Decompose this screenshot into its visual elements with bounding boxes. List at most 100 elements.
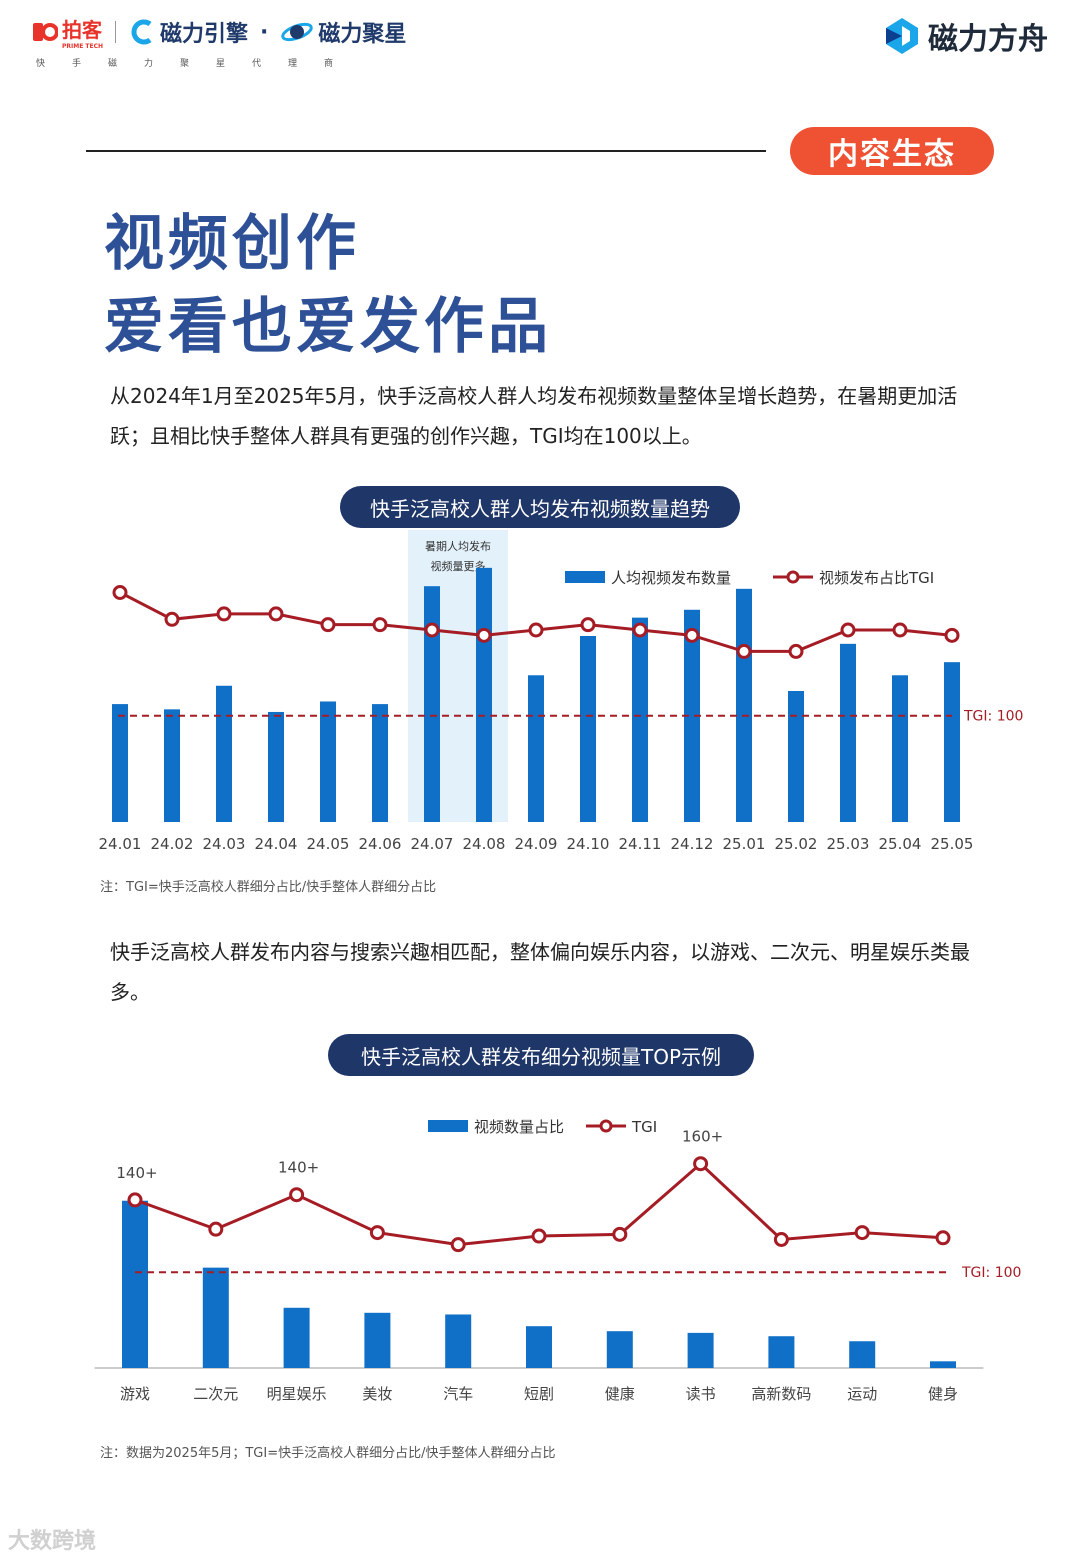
x-tick-label: 读书 [686, 1385, 716, 1403]
title-line-2: 爱看也爱发作品 [104, 292, 552, 362]
legend-bar-label: 人均视频发布数量 [611, 569, 731, 587]
data-label-明星娱乐: 140+ [278, 1159, 319, 1177]
tgi-reference-label: TGI: 100 [961, 1265, 1021, 1281]
bar-24.04 [268, 711, 284, 822]
bar-短剧 [526, 1326, 552, 1368]
x-tick-label: 24.12 [671, 835, 714, 853]
x-tick-label: 25.01 [723, 835, 766, 853]
bar-25.02 [788, 691, 804, 822]
tgi-point-健康 [612, 1226, 628, 1242]
bar-明星娱乐 [283, 1307, 310, 1368]
legend-line-marker [599, 1119, 613, 1133]
legend-line-marker [786, 570, 800, 584]
x-tick-label: 24.09 [515, 835, 558, 853]
tgi-point-游戏 [127, 1192, 143, 1208]
brand-dot: · [260, 19, 269, 45]
x-tick-label: 24.10 [567, 835, 610, 853]
tgi-point-24.08 [476, 627, 492, 643]
x-tick-label: 25.05 [931, 835, 974, 853]
brand-separator [115, 21, 117, 43]
tgi-point-健身 [935, 1230, 951, 1246]
tgi-point-24.05 [320, 617, 336, 633]
bar-健康 [606, 1331, 633, 1368]
engine-logo-icon [131, 19, 152, 45]
paike-logo-text: 拍客 [62, 18, 102, 42]
x-tick-label: 高新数码 [751, 1385, 811, 1403]
section-tag: 内容生态 [790, 127, 994, 175]
tgi-point-高新数码 [773, 1232, 789, 1247]
tgi-point-读书 [693, 1156, 709, 1172]
tgi-reference-label: TGI: 100 [963, 709, 1023, 725]
legend-line-label: 视频发布占比TGI [819, 569, 934, 587]
x-tick-label: 短剧 [524, 1385, 554, 1403]
paike-logo-icon [33, 23, 58, 41]
tgi-point-汽车 [450, 1237, 466, 1253]
brand-engine: 磁力引擎 [128, 16, 248, 48]
bar-运动 [849, 1341, 876, 1368]
highlight-label-1: 暑期人均发布 [425, 539, 491, 553]
legend-bar-swatch [428, 1120, 468, 1132]
x-tick-label: 24.11 [619, 835, 662, 853]
tgi-point-24.03 [216, 606, 232, 622]
x-tick-label: 游戏 [120, 1385, 150, 1403]
bar-24.11 [632, 617, 648, 822]
divider-line [86, 150, 766, 152]
x-tick-label: 24.03 [203, 835, 246, 853]
bar-25.01 [736, 588, 752, 822]
paike-logo: 拍客 PRIME TECH [32, 14, 103, 50]
tgi-point-美妆 [369, 1225, 385, 1241]
x-tick-label: 明星娱乐 [267, 1385, 327, 1403]
data-label-读书: 160+ [682, 1128, 723, 1146]
bar-24.06 [372, 704, 388, 822]
tgi-point-明星娱乐 [289, 1187, 305, 1203]
tgi-point-24.07 [424, 622, 440, 638]
tgi-point-25.01 [736, 643, 752, 659]
bar-25.05 [944, 662, 960, 822]
highlight-band [408, 530, 508, 822]
bar-25.03 [840, 643, 856, 822]
tgi-point-24.06 [372, 617, 388, 633]
tgi-point-24.04 [268, 606, 284, 622]
paragraph-1: 从2024年1月至2025年5月，快手泛高校人群人均发布视频数量整体呈增长趋势，… [110, 384, 958, 448]
note-2: 注：数据为2025年5月；TGI=快手泛高校人群细分占比/快手整体人群细分占比 [100, 1446, 556, 1461]
legend-bar-swatch [565, 571, 605, 583]
brand-row: 拍客 PRIME TECH 磁力引擎 · 磁力聚星 [32, 14, 406, 50]
bar-24.02 [164, 709, 180, 822]
legend-line-label: TGI [631, 1118, 657, 1136]
brand-right: 磁力方舟 [882, 14, 1048, 58]
tgi-point-二次元 [208, 1221, 224, 1237]
tgi-line [119, 591, 953, 653]
brand-subtitle: 快手磁力聚星代理商 [36, 59, 361, 69]
tgi-point-运动 [854, 1225, 870, 1241]
legend-bar-label: 视频数量占比 [474, 1118, 564, 1136]
tgi-point-25.04 [892, 622, 908, 638]
bar-24.12 [684, 609, 700, 822]
chart1-title: 快手泛高校人群人均发布视频数量趋势 [340, 486, 740, 528]
bar-24.01 [112, 704, 128, 822]
x-tick-label: 24.02 [151, 835, 194, 853]
x-tick-label: 24.04 [255, 835, 298, 853]
x-tick-label: 24.08 [463, 835, 506, 853]
bar-25.04 [892, 675, 908, 822]
x-tick-label: 运动 [847, 1385, 877, 1403]
x-tick-label: 25.03 [827, 835, 870, 853]
bar-24.09 [528, 675, 544, 822]
bar-24.07 [424, 586, 440, 822]
bar-24.08 [476, 567, 492, 822]
paragraph-2: 快手泛高校人群发布内容与搜索兴趣相匹配，整体偏向娱乐内容，以游戏、二次元、明星娱… [110, 940, 970, 1004]
star-logo-icon [281, 22, 314, 42]
tgi-point-24.09 [528, 622, 544, 638]
paike-logo-sub: PRIME TECH [62, 43, 104, 50]
chart2: 游戏 二次元 明星娱乐 美妆 汽车 短剧 健康 读书 高新数码 运动 健身 TGI: 100 140+ 1… [94, 1118, 1021, 1403]
brand-right-text: 磁力方舟 [928, 22, 1048, 57]
bar-美妆 [364, 1312, 391, 1368]
note-1: 注：TGI=快手泛高校人群细分占比/快手整体人群细分占比 [100, 880, 437, 895]
chart2-title: 快手泛高校人群发布细分视频量TOP示例 [328, 1034, 754, 1076]
brand-star-text: 磁力聚星 [318, 22, 407, 47]
tgi-point-25.03 [840, 622, 856, 638]
x-tick-label: 健身 [928, 1385, 958, 1403]
tgi-point-24.10 [580, 617, 596, 633]
bar-24.05 [320, 701, 336, 822]
brand-star: 磁力聚星 [280, 16, 406, 48]
